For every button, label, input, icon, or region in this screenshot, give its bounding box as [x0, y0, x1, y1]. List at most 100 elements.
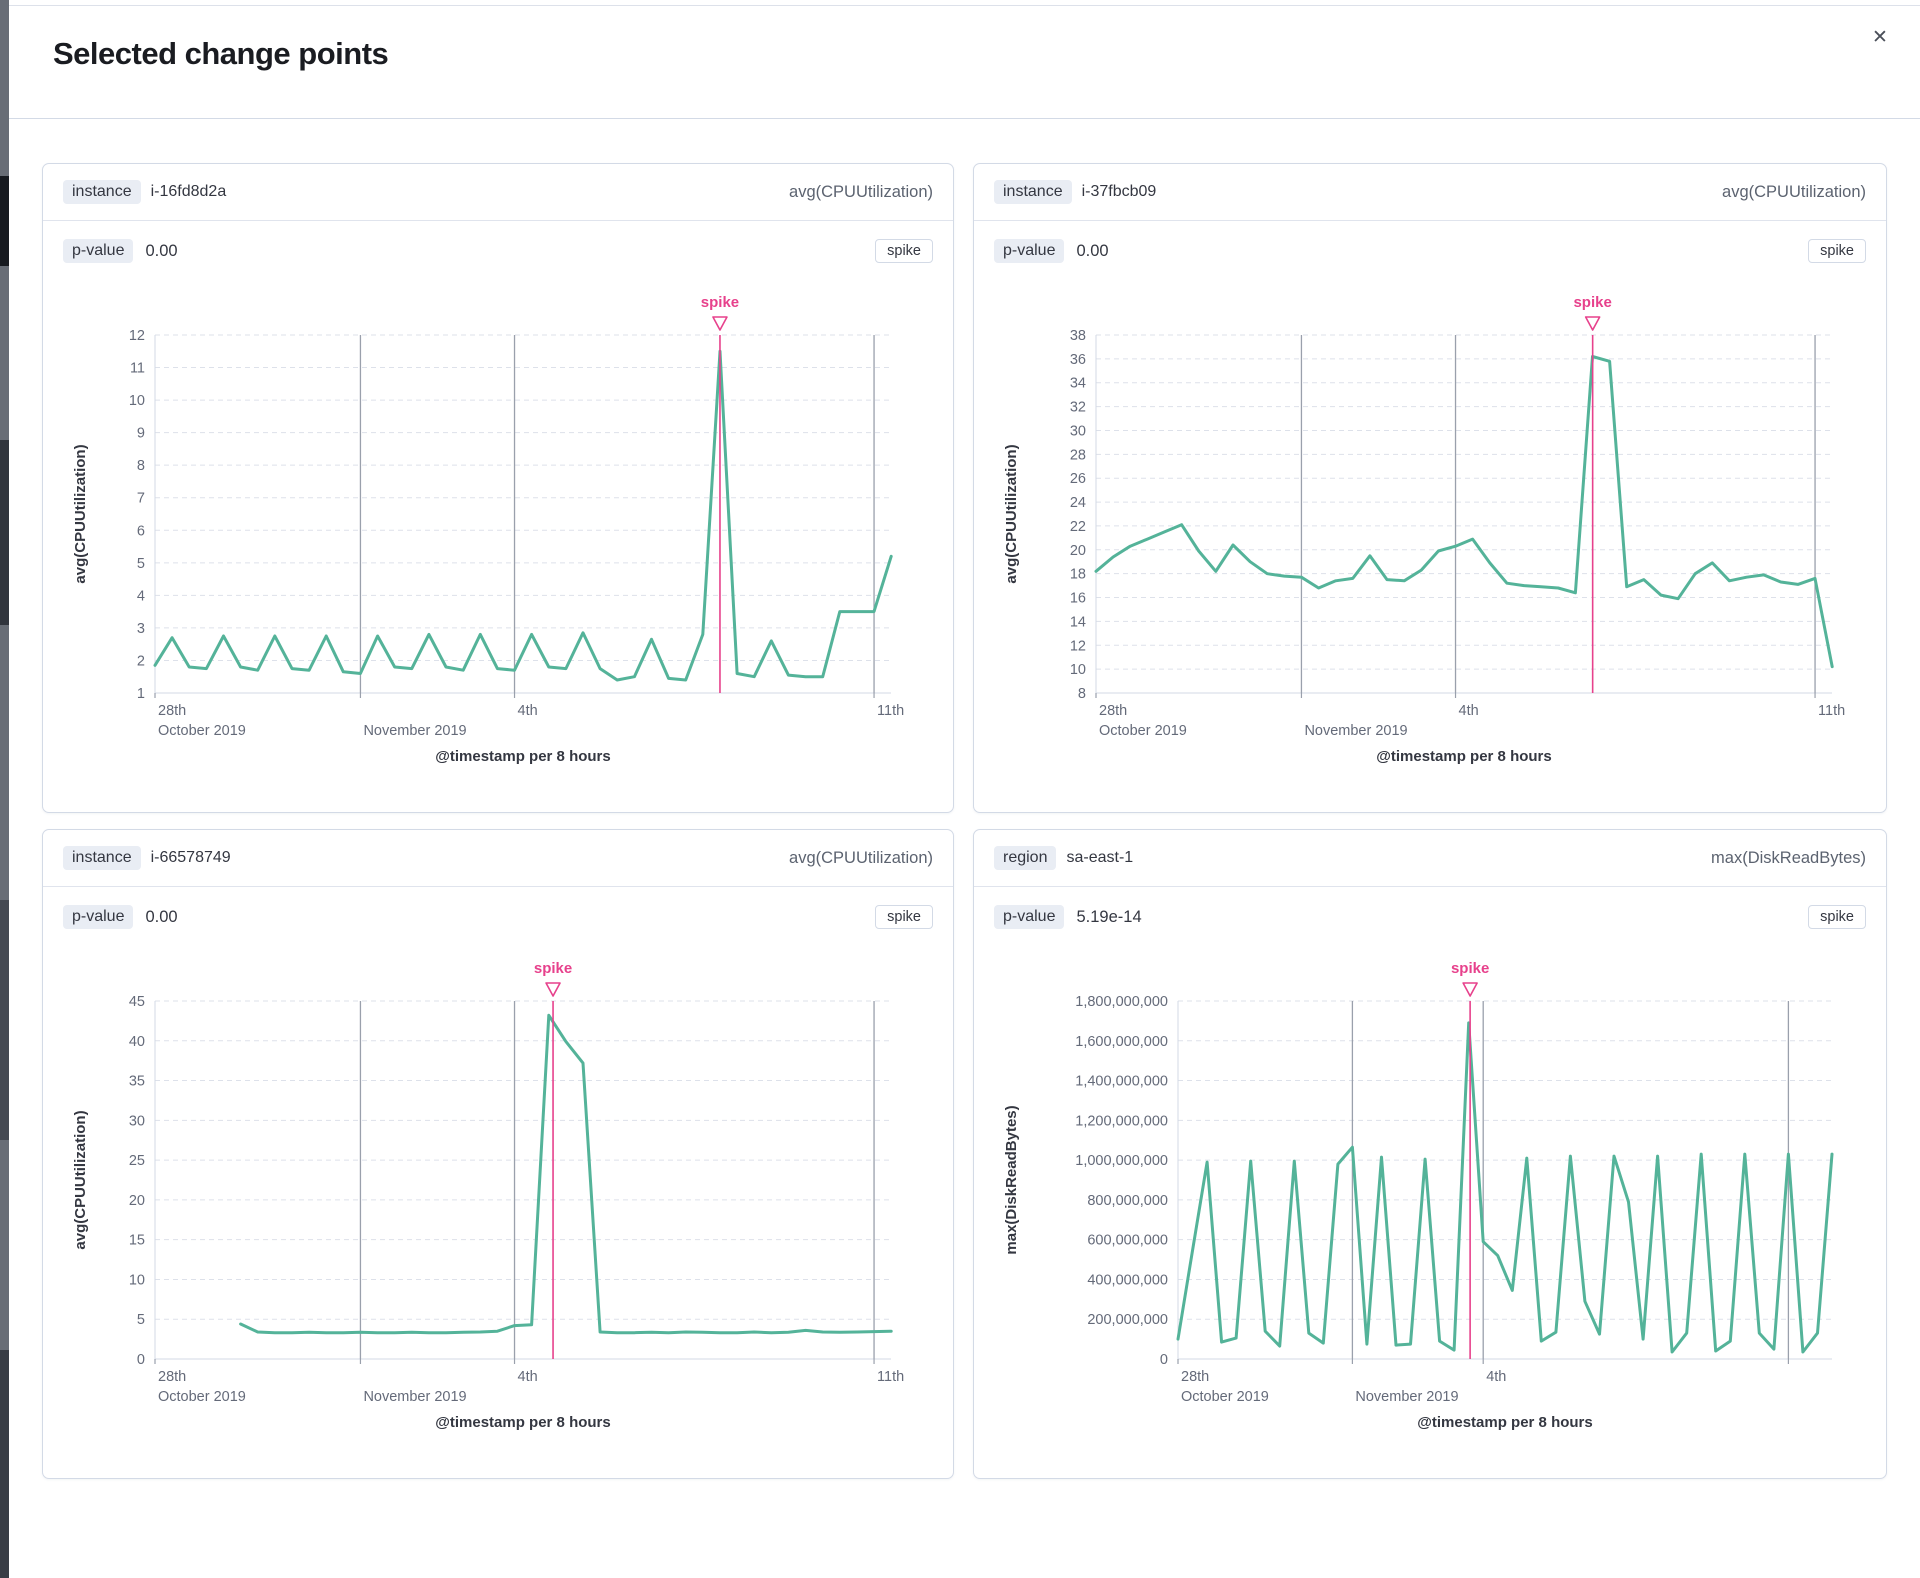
y-axis-title: avg(CPUUtilization) — [72, 444, 89, 583]
spike-annotation-label: spike — [701, 294, 739, 311]
metric-label: avg(CPUUtilization) — [1722, 182, 1866, 201]
chart-canvas: 0 5 10 15 20 25 30 35 40 45 28th October 2019 Novemb… — [72, 960, 904, 1431]
svg-text:32: 32 — [1070, 400, 1086, 416]
svg-text:November 2019: November 2019 — [363, 723, 466, 739]
svg-text:38: 38 — [1070, 328, 1086, 344]
svg-text:5: 5 — [137, 556, 145, 572]
x-axis-title: @timestamp per 8 hours — [1417, 1414, 1593, 1431]
x-axis-title: @timestamp per 8 hours — [435, 748, 611, 765]
panel-subheader: p-value 0.00 spike — [43, 887, 953, 947]
metric-label: avg(CPUUtilization) — [789, 182, 933, 201]
svg-text:1,600,000,000: 1,600,000,000 — [1075, 1034, 1168, 1050]
svg-text:4: 4 — [137, 588, 145, 604]
svg-text:November 2019: November 2019 — [1355, 1389, 1458, 1405]
svg-text:12: 12 — [129, 328, 145, 344]
change-point-type-badge: spike — [875, 905, 933, 929]
svg-text:28th: 28th — [1099, 703, 1127, 719]
svg-text:36: 36 — [1070, 352, 1086, 368]
series-line — [153, 349, 893, 682]
y-axis-title: avg(CPUUtilization) — [72, 1110, 89, 1249]
background-app-edge — [0, 0, 9, 1578]
svg-text:2: 2 — [137, 653, 145, 669]
svg-text:34: 34 — [1070, 376, 1086, 392]
y-axis-title: max(DiskReadBytes) — [1003, 1105, 1020, 1254]
svg-text:October 2019: October 2019 — [1181, 1389, 1269, 1405]
svg-text:4th: 4th — [1459, 703, 1479, 719]
split-field-value: i-37fbcb09 — [1081, 183, 1157, 200]
modal-header: Selected change points ✕ — [9, 6, 1920, 119]
background-app-block — [0, 176, 9, 266]
close-icon[interactable]: ✕ — [1864, 22, 1896, 54]
svg-text:November 2019: November 2019 — [1304, 723, 1407, 739]
chart-container: 8 10 12 14 16 18 20 22 24 26 28 30 32 34 36 38 28th Octob… — [994, 285, 1866, 767]
chart-canvas: 0 200,000,000 400,000,000 600,000,000 800,00… — [1003, 960, 1834, 1431]
svg-text:0: 0 — [1160, 1352, 1168, 1368]
svg-text:22: 22 — [1070, 519, 1086, 535]
svg-text:30: 30 — [129, 1113, 145, 1129]
pvalue-badge: p-value — [63, 239, 134, 263]
pvalue-value: 5.19e-14 — [1076, 907, 1142, 926]
svg-text:10: 10 — [129, 393, 145, 409]
spike-marker-icon — [712, 316, 728, 331]
svg-text:8: 8 — [1078, 686, 1086, 702]
svg-text:40: 40 — [129, 1034, 145, 1050]
page-title: Selected change points — [53, 36, 389, 71]
split-field-badge: instance — [994, 180, 1072, 204]
pvalue-value: 0.00 — [145, 241, 178, 260]
svg-text:45: 45 — [129, 994, 145, 1010]
spike-marker-icon — [545, 982, 561, 997]
svg-text:26: 26 — [1070, 471, 1086, 487]
panel-header: instance i-66578749 avg(CPUUtilization) — [43, 830, 953, 887]
change-point-type-badge: spike — [875, 239, 933, 263]
svg-text:6: 6 — [137, 523, 145, 539]
x-axis-title: @timestamp per 8 hours — [1376, 748, 1552, 765]
svg-text:28: 28 — [1070, 447, 1086, 463]
svg-text:4th: 4th — [518, 1369, 538, 1385]
svg-text:1,200,000,000: 1,200,000,000 — [1075, 1113, 1168, 1129]
background-app-block — [0, 1350, 9, 1578]
split-field-badge: region — [994, 846, 1057, 870]
series-line — [1094, 355, 1834, 669]
svg-text:20: 20 — [1070, 543, 1086, 559]
svg-text:11th: 11th — [1818, 703, 1845, 719]
pvalue-badge: p-value — [994, 239, 1065, 263]
svg-text:25: 25 — [129, 1153, 145, 1169]
svg-text:35: 35 — [129, 1074, 145, 1090]
metric-label: max(DiskReadBytes) — [1711, 848, 1866, 867]
svg-text:7: 7 — [137, 491, 145, 507]
svg-text:0: 0 — [137, 1352, 145, 1368]
svg-text:5: 5 — [137, 1312, 145, 1328]
y-axis-title: avg(CPUUtilization) — [1003, 444, 1020, 583]
svg-text:11th: 11th — [877, 1369, 904, 1385]
spike-marker-icon — [1584, 316, 1601, 331]
svg-text:November 2019: November 2019 — [363, 1389, 466, 1405]
change-point-panel-1: instance i-16fd8d2a avg(CPUUtilization) … — [42, 163, 954, 813]
chart-container: 0 5 10 15 20 25 30 35 40 45 28th October 2019 Novemb… — [63, 951, 933, 1433]
svg-text:11th: 11th — [877, 703, 904, 719]
pvalue-value: 0.00 — [145, 907, 178, 926]
svg-text:1,000,000,000: 1,000,000,000 — [1075, 1153, 1168, 1169]
spike-annotation-label: spike — [1451, 960, 1489, 977]
background-app-block — [0, 440, 9, 625]
svg-text:800,000,000: 800,000,000 — [1087, 1193, 1168, 1209]
panel-subheader: p-value 5.19e-14 spike — [974, 887, 1886, 947]
series-line — [239, 1013, 893, 1335]
svg-text:4th: 4th — [518, 703, 538, 719]
panel-header: instance i-37fbcb09 avg(CPUUtilization) — [974, 164, 1886, 221]
change-point-type-badge: spike — [1808, 239, 1866, 263]
panel-subheader: p-value 0.00 spike — [974, 221, 1886, 281]
spike-marker-icon — [1462, 982, 1478, 997]
series-line — [1176, 1021, 1834, 1354]
svg-text:30: 30 — [1070, 423, 1086, 439]
chart-canvas: 8 10 12 14 16 18 20 22 24 26 28 30 32 34 36 38 28th Octob… — [1003, 294, 1845, 765]
svg-text:20: 20 — [129, 1193, 145, 1209]
spike-annotation-label: spike — [534, 960, 572, 977]
svg-text:3: 3 — [137, 621, 145, 637]
svg-text:4th: 4th — [1486, 1369, 1506, 1385]
split-field-value: i-66578749 — [150, 849, 231, 866]
spike-annotation-label: spike — [1573, 294, 1611, 311]
background-app-block — [0, 900, 9, 1140]
split-field-value: i-16fd8d2a — [150, 183, 227, 200]
svg-text:October 2019: October 2019 — [158, 723, 246, 739]
pvalue-value: 0.00 — [1076, 241, 1109, 260]
